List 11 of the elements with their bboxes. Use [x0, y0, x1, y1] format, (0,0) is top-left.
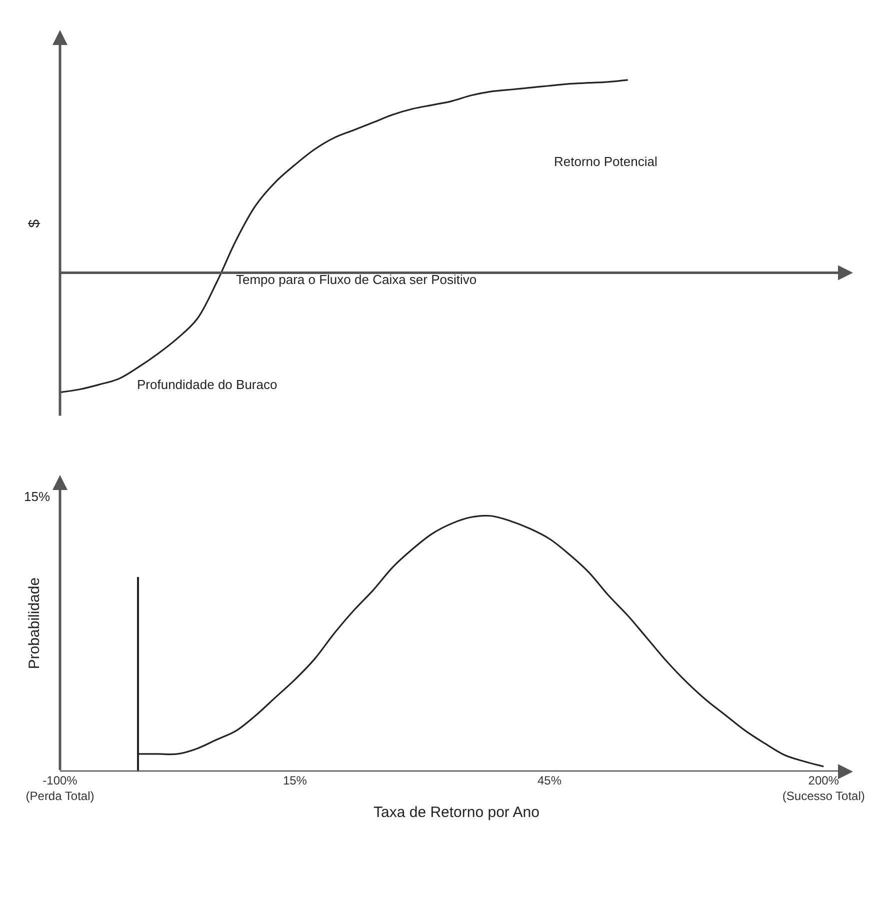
- x-axis-title: Taxa de Retorno por Ano: [374, 804, 540, 822]
- annotation: Retorno Potencial: [554, 154, 658, 169]
- y-axis-title: Probabilidade: [26, 577, 44, 670]
- annotation: Profundidade do Buraco: [137, 377, 278, 392]
- x-tick-label: 45%: [537, 774, 562, 788]
- x-tick-label: 200% (Sucesso Total): [782, 774, 865, 804]
- annotation: Tempo para o Fluxo de Caixa ser Positivo: [236, 272, 477, 287]
- text: 15%: [24, 489, 50, 504]
- y-axis-title: $: [26, 218, 44, 228]
- x-tick-label: -100% (Perda Total): [26, 774, 94, 804]
- x-tick-label: 15%: [282, 774, 308, 788]
